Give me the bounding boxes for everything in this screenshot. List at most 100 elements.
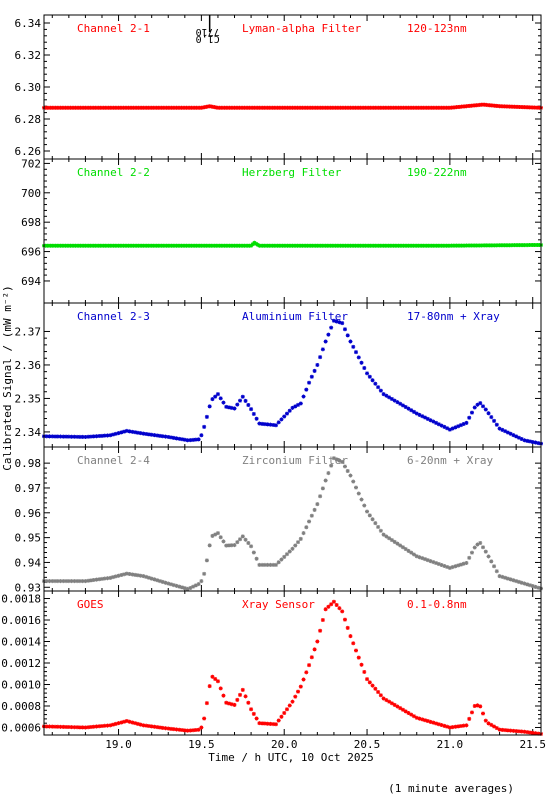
data-point <box>481 545 486 550</box>
data-point <box>58 579 63 584</box>
data-point <box>64 724 69 729</box>
data-point <box>436 422 441 427</box>
data-point <box>238 537 243 542</box>
x-tick-label: 19.5 <box>188 738 215 751</box>
data-point <box>138 573 143 578</box>
data-point <box>157 579 162 584</box>
data-point <box>88 725 93 729</box>
data-point <box>163 580 168 585</box>
data-point <box>105 723 110 728</box>
data-point <box>301 677 306 682</box>
data-point <box>334 319 339 324</box>
y-axis-label: Calibrated Signal / (mW m⁻²) <box>1 285 14 470</box>
data-point <box>199 725 204 730</box>
data-point <box>240 687 245 692</box>
data-point <box>359 662 364 667</box>
data-point <box>293 694 298 699</box>
data-point <box>99 576 104 581</box>
data-point <box>392 539 397 544</box>
data-point <box>180 728 185 733</box>
data-point <box>88 578 93 583</box>
data-point <box>486 554 491 559</box>
data-point <box>503 728 508 733</box>
data-point <box>113 431 118 436</box>
data-point <box>411 714 416 719</box>
data-point <box>505 576 510 581</box>
data-point <box>500 727 505 732</box>
data-point <box>141 723 146 728</box>
data-point <box>249 243 254 248</box>
data-point <box>425 558 430 563</box>
data-point <box>290 546 295 551</box>
data-point <box>514 729 519 734</box>
data-point <box>141 574 146 579</box>
data-point <box>229 543 234 548</box>
data-point <box>251 411 256 416</box>
data-point <box>359 360 364 365</box>
data-point <box>453 564 458 569</box>
data-point <box>124 428 129 433</box>
data-point <box>265 721 270 726</box>
data-point <box>326 332 331 337</box>
data-point <box>296 540 301 545</box>
data-point <box>105 433 110 438</box>
data-point <box>392 398 397 403</box>
data-point <box>439 562 444 567</box>
data-point <box>467 716 472 721</box>
data-point <box>133 572 138 577</box>
data-point <box>282 554 287 559</box>
data-point <box>246 700 251 705</box>
data-point <box>157 725 162 730</box>
data-point <box>119 720 124 725</box>
data-point <box>108 575 113 580</box>
data-point <box>464 723 469 728</box>
data-point <box>174 436 179 441</box>
data-point <box>536 731 541 736</box>
data-point <box>160 434 165 439</box>
data-point <box>481 711 486 716</box>
data-point <box>445 564 450 569</box>
data-point <box>77 579 82 584</box>
data-point <box>370 683 375 688</box>
data-point <box>146 724 151 729</box>
data-point <box>122 572 127 577</box>
panel-filter-label: Zirconium Filter <box>242 454 348 467</box>
panel-5: 0.0006 0.0008 0.0010 0.0012 0.0014 0.0016 0.00… <box>1 591 546 751</box>
x-tick-label: 20.0 <box>271 738 298 751</box>
data-point <box>296 689 301 694</box>
data-point <box>420 556 425 561</box>
data-point <box>279 557 284 562</box>
data-point <box>293 404 298 409</box>
data-point <box>83 434 88 439</box>
data-point <box>331 456 336 461</box>
data-point <box>133 721 138 726</box>
data-point <box>442 424 447 429</box>
data-point <box>304 670 309 675</box>
data-point <box>243 537 248 542</box>
data-point <box>61 724 66 729</box>
data-point <box>362 669 367 674</box>
data-point <box>519 729 524 734</box>
data-point <box>240 394 245 399</box>
data-point <box>279 417 284 422</box>
data-point <box>387 395 392 400</box>
data-point <box>58 724 63 729</box>
data-point <box>196 727 201 732</box>
data-point <box>467 415 472 420</box>
data-point <box>169 726 174 731</box>
data-point <box>64 579 69 584</box>
data-point <box>210 397 215 402</box>
data-point <box>320 347 325 352</box>
y-tick-label: 694 <box>21 275 41 288</box>
data-point <box>458 562 463 567</box>
data-point <box>254 556 259 561</box>
data-point <box>461 422 466 427</box>
data-point <box>365 677 370 682</box>
data-point <box>527 439 532 444</box>
data-point <box>246 541 251 545</box>
y-tick-label: 0.0010 <box>1 678 41 691</box>
data-point <box>97 577 102 582</box>
data-point <box>301 394 306 399</box>
data-point <box>260 562 265 567</box>
data-point <box>414 715 419 720</box>
